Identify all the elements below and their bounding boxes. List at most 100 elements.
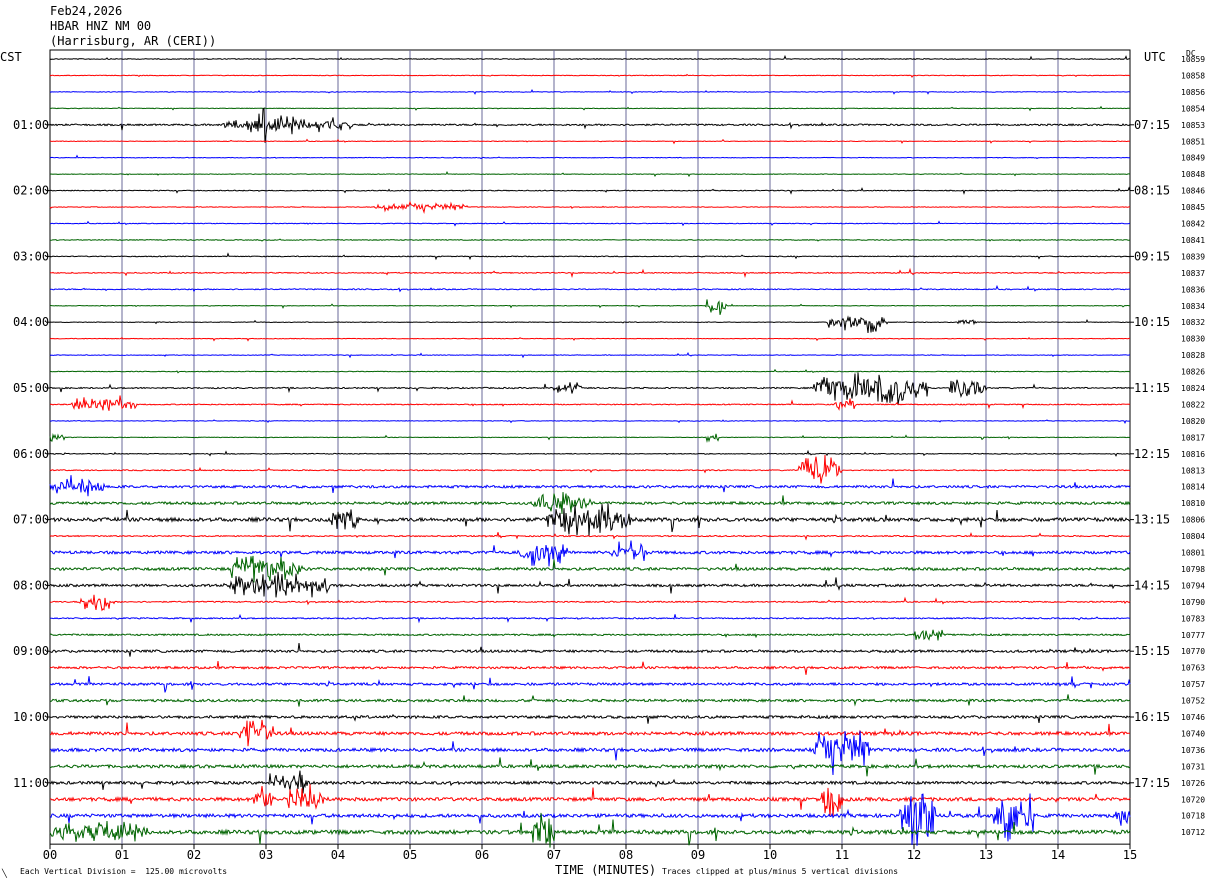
- trace-line: [49, 433, 1131, 443]
- left-timezone-label: CST: [0, 50, 22, 64]
- trace-line: [50, 105, 1130, 112]
- trace-line: [49, 812, 1131, 848]
- right-hour-label: 14:15: [1134, 578, 1170, 592]
- dc-offset-label: 10817: [1181, 433, 1205, 442]
- left-hour-label: 06:00: [13, 447, 49, 461]
- trace-line: [49, 372, 1131, 405]
- dc-offset-label: 10854: [1181, 104, 1205, 113]
- trace-line: [49, 154, 1131, 160]
- x-tick-label: 15: [1123, 848, 1137, 862]
- trace-line: [49, 89, 1131, 95]
- dc-offset-label: 10801: [1181, 549, 1205, 558]
- dc-offset-label: 10794: [1181, 581, 1205, 590]
- trace-line: [49, 267, 1131, 279]
- dc-offset-label: 10790: [1181, 598, 1205, 607]
- dc-offset-label: 10763: [1181, 664, 1205, 673]
- trace-line: [49, 449, 1131, 457]
- right-hour-label: 07:15: [1134, 118, 1170, 132]
- trace-line: [49, 643, 1131, 657]
- x-tick-label: 12: [907, 848, 921, 862]
- trace-line: [49, 629, 1131, 641]
- right-hour-label: 12:15: [1134, 447, 1170, 461]
- left-hour-label: 03:00: [13, 249, 49, 263]
- x-tick-label: 04: [331, 848, 345, 862]
- dc-offset-label: 10804: [1181, 532, 1205, 541]
- station-channel: HBAR HNZ NM 00: [50, 19, 152, 33]
- dc-offset-label: 10828: [1181, 351, 1205, 360]
- trace-line: [49, 238, 1131, 242]
- dc-offset-label: 10836: [1181, 285, 1205, 294]
- left-hour-label: 09:00: [13, 644, 49, 658]
- trace-line: [49, 186, 1131, 195]
- dc-offset-label: 10731: [1181, 762, 1205, 771]
- dc-offset-label: 10770: [1181, 647, 1205, 656]
- dc-offset-label: 10832: [1181, 318, 1205, 327]
- dc-label: DC: [1186, 49, 1196, 58]
- trace-line: [49, 351, 1131, 359]
- right-hour-label: 13:15: [1134, 513, 1170, 527]
- dc-offset-label: 10783: [1181, 614, 1205, 623]
- x-tick-label: 03: [259, 848, 273, 862]
- trace-line: [49, 419, 1130, 425]
- trace-line: [49, 337, 1130, 342]
- trace-line: [49, 107, 1131, 143]
- left-hour-label: 02:00: [13, 184, 49, 198]
- trace-line: [49, 613, 1131, 624]
- trace-line: [49, 315, 1130, 333]
- trace-line: [49, 784, 1131, 817]
- left-hour-label: 10:00: [13, 710, 49, 724]
- dc-offset-label: 10820: [1181, 417, 1205, 426]
- right-hour-label: 16:15: [1134, 710, 1170, 724]
- dc-offset-label: 10846: [1181, 187, 1205, 196]
- trace-line: [50, 713, 1131, 724]
- x-tick-label: 02: [187, 848, 201, 862]
- dc-offset-label: 10718: [1181, 812, 1205, 821]
- trace-line: [49, 200, 1131, 214]
- trace-line: [49, 676, 1131, 693]
- corner-mark: ╲: [2, 869, 7, 878]
- trace-line: [50, 730, 1131, 776]
- dc-offset-label: 10777: [1181, 631, 1205, 640]
- trace-line: [49, 284, 1131, 293]
- dc-offset-label: 10859: [1181, 55, 1205, 64]
- dc-offset-label: 10851: [1181, 137, 1205, 146]
- dc-offset-label: 10806: [1181, 516, 1205, 525]
- trace-line: [49, 503, 1131, 537]
- x-tick-label: 10: [763, 848, 777, 862]
- trace-line: [49, 54, 1130, 61]
- x-tick-label: 11: [835, 848, 849, 862]
- dc-offset-label: 10826: [1181, 368, 1205, 377]
- trace-line: [49, 594, 1131, 612]
- dc-offset-label: 10839: [1181, 252, 1205, 261]
- left-hour-label: 04:00: [13, 315, 49, 329]
- trace-line: [50, 299, 1131, 315]
- dc-offset-label: 10720: [1181, 795, 1205, 804]
- dc-offset-label: 10816: [1181, 450, 1205, 459]
- dc-offset-label: 10752: [1181, 697, 1205, 706]
- x-axis-title: TIME (MINUTES): [555, 863, 657, 877]
- trace-line: [49, 793, 1131, 846]
- trace-line: [49, 531, 1131, 541]
- dc-offset-label: 10810: [1181, 499, 1205, 508]
- dc-offset-label: 10726: [1181, 779, 1205, 788]
- x-tick-label: 14: [1051, 848, 1065, 862]
- dc-offset-label: 10856: [1181, 88, 1205, 97]
- trace-line: [49, 770, 1131, 794]
- trace-line: [49, 719, 1131, 747]
- x-tick-label: 05: [403, 848, 417, 862]
- trace-line: [49, 757, 1131, 777]
- clip-note: Traces clipped at plus/minus 5 vertical …: [662, 867, 899, 876]
- dc-offset-label: 10746: [1181, 713, 1205, 722]
- dc-offset-label: 10712: [1181, 828, 1205, 837]
- right-hour-label: 10:15: [1134, 315, 1170, 329]
- trace-line: [49, 138, 1131, 145]
- station-date: Feb24,2026: [50, 4, 123, 18]
- trace-line: [49, 220, 1131, 227]
- dc-offset-label: 10841: [1181, 236, 1205, 245]
- dc-offset-label: 10757: [1181, 680, 1205, 689]
- left-hour-label: 11:00: [13, 776, 49, 790]
- trace-line: [49, 252, 1131, 261]
- plot-frame: [49, 49, 1131, 845]
- left-hour-label: 01:00: [13, 118, 49, 132]
